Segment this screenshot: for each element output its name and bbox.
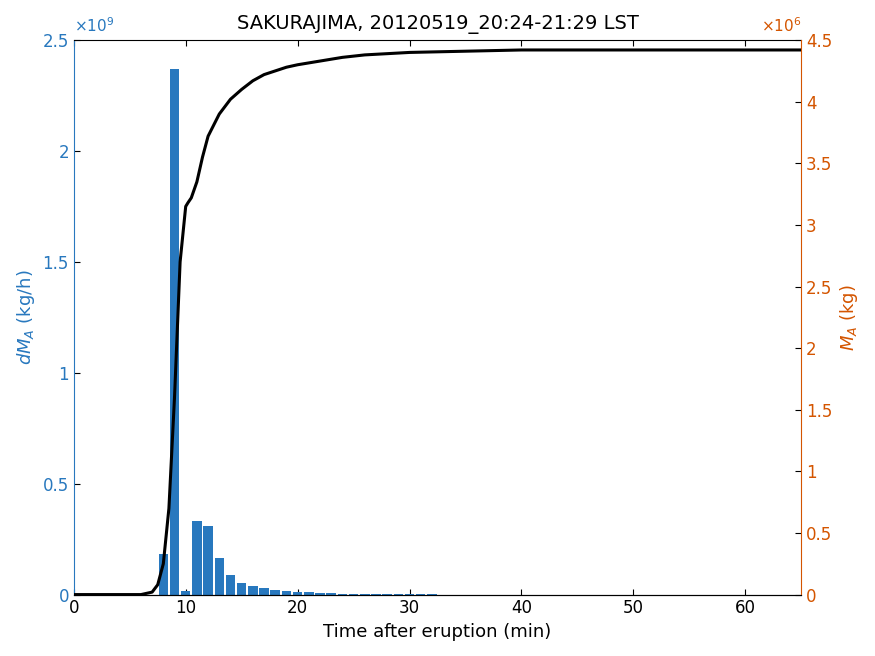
Bar bbox=[293, 592, 303, 594]
Bar bbox=[226, 575, 235, 594]
Bar bbox=[304, 592, 313, 594]
Bar bbox=[248, 586, 257, 594]
X-axis label: Time after eruption (min): Time after eruption (min) bbox=[324, 623, 551, 641]
Bar bbox=[237, 583, 247, 594]
Text: $\times10^9$: $\times10^9$ bbox=[74, 16, 114, 35]
Bar bbox=[181, 591, 191, 594]
Bar bbox=[282, 591, 291, 594]
Bar bbox=[158, 554, 168, 594]
Bar bbox=[259, 588, 269, 594]
Title: SAKURAJIMA, 20120519_20:24-21:29 LST: SAKURAJIMA, 20120519_20:24-21:29 LST bbox=[236, 15, 639, 34]
Y-axis label: $M_A$ (kg): $M_A$ (kg) bbox=[838, 284, 860, 351]
Text: $\times10^6$: $\times10^6$ bbox=[760, 16, 802, 35]
Bar bbox=[203, 526, 213, 594]
Bar bbox=[315, 593, 325, 594]
Bar bbox=[214, 558, 224, 594]
Bar bbox=[270, 590, 280, 594]
Y-axis label: $dM_A$ (kg/h): $dM_A$ (kg/h) bbox=[15, 270, 37, 365]
Bar bbox=[170, 69, 179, 594]
Bar bbox=[192, 522, 201, 594]
